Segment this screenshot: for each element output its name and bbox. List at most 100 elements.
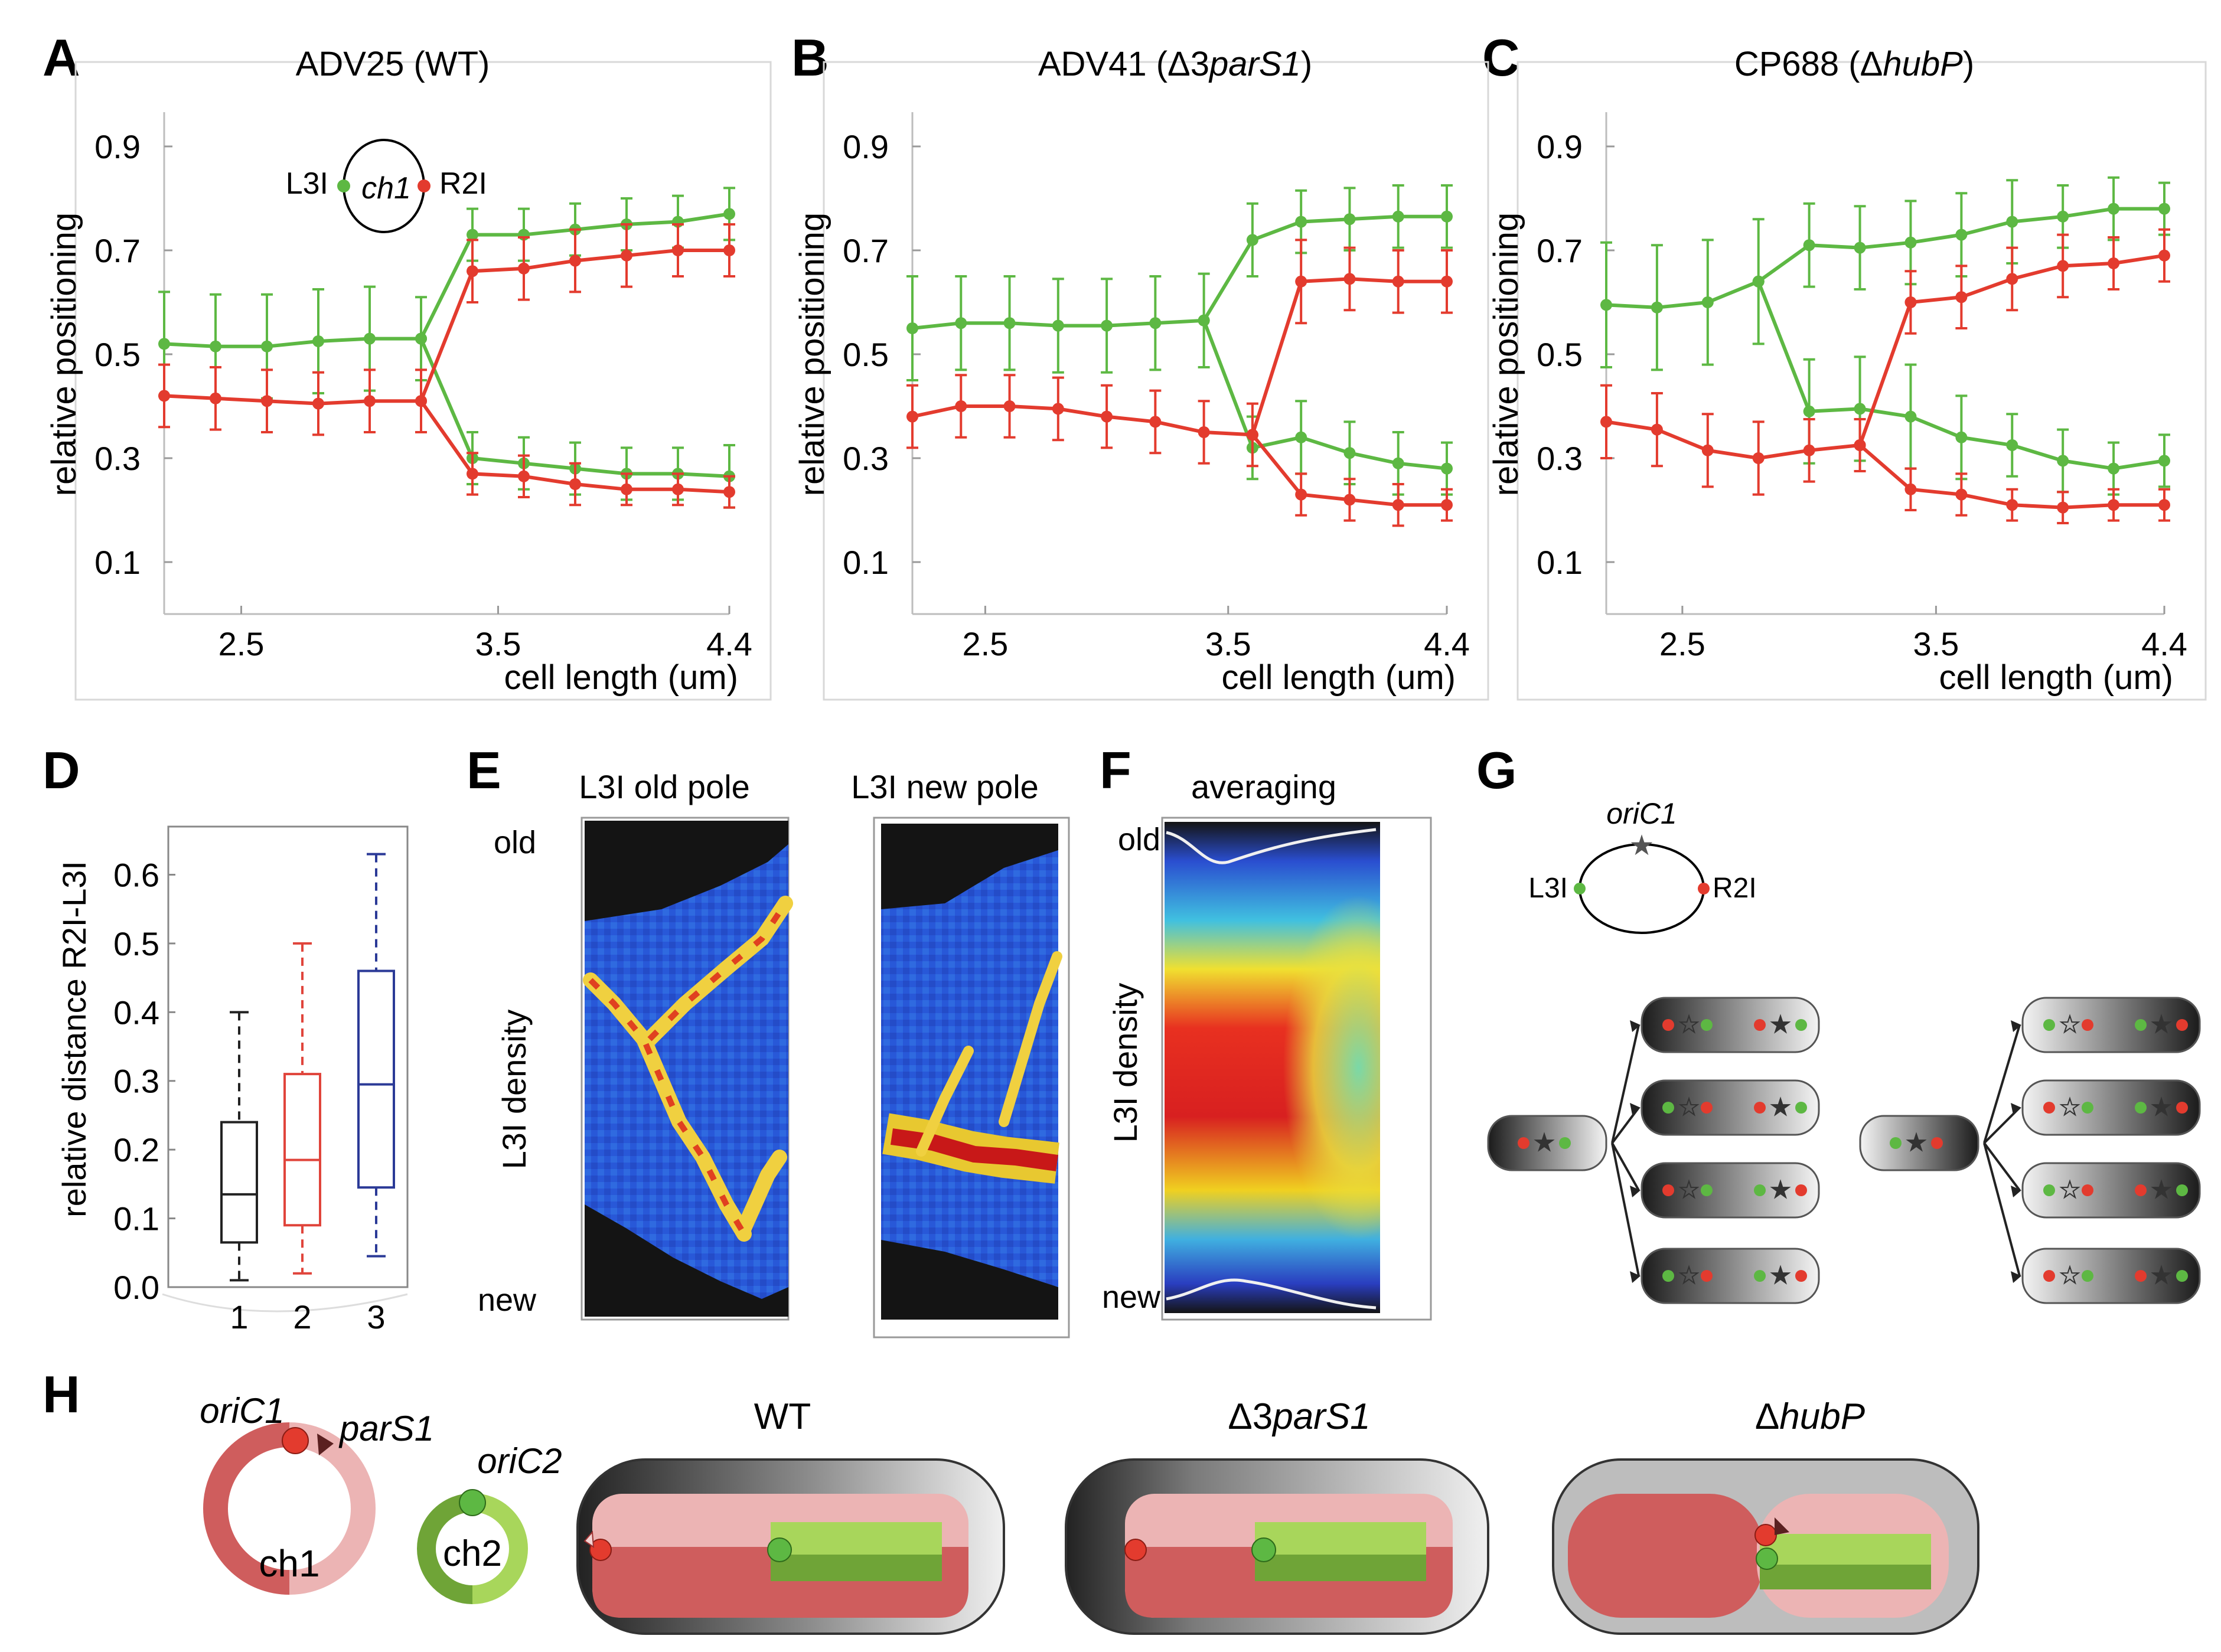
data-point-l3i xyxy=(1295,431,1307,443)
chart-frame xyxy=(1516,61,2207,701)
arrow-head xyxy=(2011,1271,2021,1283)
daughter-cell-left-2-star: ★ xyxy=(1679,1095,1699,1120)
arrow-head xyxy=(2011,1103,2021,1115)
data-point-l3i xyxy=(1955,431,1968,443)
mother-cell-left-star: ★ xyxy=(1534,1131,1554,1155)
y-tick-label: 0.5 xyxy=(1537,336,1583,373)
data-point-l3i xyxy=(1854,403,1866,415)
series-line-l3i xyxy=(164,337,421,348)
data-point-l3i xyxy=(1003,317,1016,329)
daughter-cell-right-2-l3i-dot xyxy=(2135,1102,2147,1114)
x-axis-label: cell length (um) xyxy=(504,658,738,697)
heatmap-avg-top-curve xyxy=(1166,828,1377,864)
panel-f: averaging old new L3I density xyxy=(1102,768,1432,1321)
data-point-l3i xyxy=(1343,447,1356,459)
data-point-l3i xyxy=(2108,462,2120,475)
chart-title-italic: hubP xyxy=(1883,45,1963,83)
x-tick-label: 2.5 xyxy=(962,625,1008,662)
y-axis-label: relative positioning xyxy=(793,213,831,496)
data-point-r2i xyxy=(312,397,324,410)
ch1-ring-dark xyxy=(203,1422,290,1595)
data-point-r2i xyxy=(1295,488,1307,501)
daughter-cell-left-1-l3i-dot xyxy=(1795,1019,1807,1031)
chart-b: ADV41 (Δ3parS1) 0.9 0.7 0.5 0.3 0.1 2.5 3.5 4.4c… xyxy=(793,45,1489,701)
data-point-r2i xyxy=(1198,426,1210,438)
data-point-l3i xyxy=(1343,213,1356,226)
data-point-r2i xyxy=(1052,403,1064,415)
chart-title-prefix: ADV41 (Δ3 xyxy=(1038,45,1209,83)
data-point-r2i xyxy=(2158,249,2170,262)
daughter-cell-right-4 xyxy=(2021,1248,2201,1304)
inset-l3i-dot xyxy=(337,179,350,192)
chart-frame xyxy=(74,61,772,701)
data-point-r2i xyxy=(1955,291,1968,303)
heatmap-avg-frame xyxy=(1161,817,1432,1321)
pars1-cell-label-prefix: Δ3 xyxy=(1228,1396,1273,1437)
ch2-ring-dark xyxy=(417,1493,473,1604)
data-point-l3i xyxy=(1441,210,1453,223)
chart-a-inset: L3I ch1 R2I xyxy=(286,139,487,233)
ch2-label: ch2 xyxy=(443,1533,502,1574)
data-point-l3i xyxy=(2006,216,2018,228)
oric1-dot xyxy=(282,1427,309,1454)
data-point-r2i xyxy=(1803,444,1815,456)
daughter-cell-right-3-star: ★ xyxy=(2151,1178,2171,1203)
daughter-cell-left-3-r2i-dot xyxy=(1795,1184,1807,1196)
data-point-r2i xyxy=(1246,429,1258,441)
daughter-cell-left-4 xyxy=(1641,1248,1820,1304)
panel-g-r2i-label: R2I xyxy=(1713,873,1757,904)
y-tick-label: 0.6 xyxy=(113,856,159,893)
data-point-l3i xyxy=(2108,203,2120,215)
data-point-r2i xyxy=(906,410,918,423)
oric2-dot xyxy=(459,1489,486,1516)
data-point-r2i xyxy=(955,400,967,412)
x-tick-label: 3.5 xyxy=(475,625,521,662)
hubp-chr2-dark xyxy=(1760,1565,1931,1589)
wt-pars1 xyxy=(583,1530,595,1548)
y-tick-label: 0.7 xyxy=(1537,232,1583,269)
daughter-cell-left-4-r2i-dot xyxy=(1701,1270,1713,1282)
data-point-l3i xyxy=(1854,241,1866,254)
data-point-r2i xyxy=(2057,501,2069,514)
hubp-oric1 xyxy=(1754,1524,1777,1546)
panel-g: oriC1 ★ L3I R2I ★ ★ ★ ★ ★ ★ ★ ★ ★ ★ ★ ★ ★ ★ ★ ★ ★ ★ xyxy=(1487,797,2201,1304)
x-tick-label: 4.4 xyxy=(1424,625,1470,662)
y-tick-label: 0.0 xyxy=(113,1269,159,1306)
data-point-r2i xyxy=(621,249,632,262)
data-point-r2i xyxy=(518,470,530,482)
panel-f-new-label: new xyxy=(1102,1279,1161,1315)
y-tick-label: 0.3 xyxy=(94,440,141,477)
daughter-cell-left-1-r2i-dot xyxy=(1662,1019,1674,1031)
chart-title-italic: parS1 xyxy=(1208,45,1301,83)
mother-cell-left xyxy=(1487,1115,1607,1171)
data-point-l3i xyxy=(1803,405,1815,417)
data-point-l3i xyxy=(1441,462,1453,475)
data-point-r2i xyxy=(1904,296,1917,308)
hubp-cell-label-italic: hubP xyxy=(1779,1396,1865,1437)
data-point-r2i xyxy=(1295,275,1307,288)
y-tick-label: 0.1 xyxy=(843,544,889,581)
data-point-l3i xyxy=(1955,228,1968,241)
box xyxy=(283,1073,321,1227)
daughter-cell-left-4-star: ★ xyxy=(1770,1264,1791,1288)
panel-letter-h: H xyxy=(43,1365,80,1424)
daughter-cell-right-1-r2i-dot xyxy=(2082,1019,2093,1031)
inset-r2i-dot xyxy=(418,179,430,192)
data-point-l3i xyxy=(955,317,967,329)
hubp-chr2-light xyxy=(1760,1534,1931,1565)
x-tick-label: 3.5 xyxy=(1913,625,1959,662)
daughter-cell-left-1-star: ★ xyxy=(1679,1013,1699,1037)
data-point-r2i xyxy=(1651,423,1663,436)
data-point-r2i xyxy=(467,468,478,480)
data-point-r2i xyxy=(158,390,170,402)
daughter-cell-right-2 xyxy=(2021,1079,2201,1136)
data-point-l3i xyxy=(1101,319,1113,332)
chart-title: CP688 (ΔhubP) xyxy=(1734,45,1974,83)
data-point-l3i xyxy=(1246,234,1258,246)
panel-g-r2i-dot xyxy=(1698,883,1710,894)
mother-cell-right-r2i-dot xyxy=(1931,1137,1943,1149)
heatmap-new-body xyxy=(881,850,1058,1287)
panel-g-star: ★ xyxy=(1629,830,1654,861)
daughter-cell-left-2-l3i-dot xyxy=(1795,1102,1807,1114)
data-point-l3i xyxy=(312,335,324,347)
